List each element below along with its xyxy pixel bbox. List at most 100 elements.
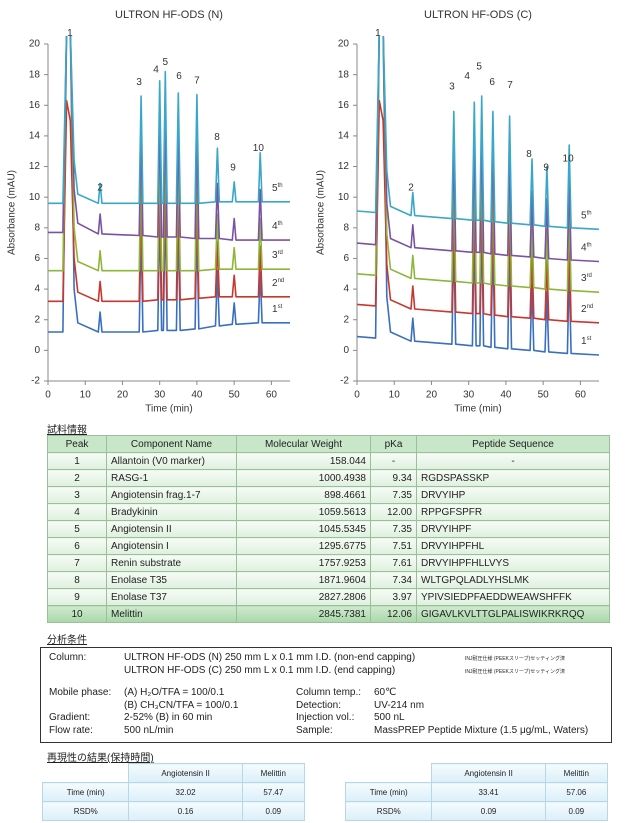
label: Sample: (296, 725, 333, 736)
row-label: Time (min) (344, 782, 433, 802)
table-cell: RGDSPASSKP (416, 469, 610, 487)
chart-title: ULTRON HF-ODS (N) (115, 9, 223, 21)
value: (A) H₂O/TFA = 100/0.1 (124, 687, 225, 698)
table-row: Time (min) 32.02 57.47 (41, 782, 306, 802)
column-header: pKa (370, 435, 417, 453)
table-cell: RASG-1 (106, 469, 237, 487)
column-header: Peptide Sequence (416, 435, 610, 453)
x-tick-label: 10 (80, 390, 92, 401)
blank-cell (346, 764, 432, 783)
y-tick-label: 20 (29, 39, 41, 50)
y-tick-label: 6 (34, 253, 40, 264)
table-cell: 7.35 (370, 520, 417, 538)
value: UV-214 nm (374, 700, 425, 711)
table-cell: 1871.9604 (236, 571, 371, 589)
peak-label: 7 (507, 80, 513, 91)
x-tick-label: 60 (575, 390, 587, 401)
y-tick-label: 18 (29, 69, 41, 80)
table-cell: 12.06 (370, 605, 417, 623)
label: Detection: (296, 700, 342, 711)
table-cell: 4 (47, 503, 107, 521)
table-cell: - (416, 452, 610, 470)
value: 2-52% (B) in 60 min (124, 712, 213, 723)
y-tick-label: 12 (29, 161, 41, 172)
peak-label: 8 (214, 132, 220, 143)
value: 60℃ (374, 687, 397, 698)
column-header: Component Name (106, 435, 237, 453)
table-cell: 0.09 (431, 801, 546, 821)
table-cell: Enolase T35 (106, 571, 237, 589)
value: ULTRON HF-ODS (N) 250 mm L x 0.1 mm I.D.… (124, 652, 416, 663)
table-cell: 7.51 (370, 537, 417, 555)
label: Injection vol.: (296, 712, 355, 723)
peak-label: 7 (194, 75, 200, 86)
table-cell: 0.09 (544, 801, 609, 821)
label: Mobile phase: (49, 687, 112, 698)
trace (357, 36, 599, 356)
table-row: 7 Renin substrate 1757.9253 7.61 DRVYIHPFHLL… (47, 554, 610, 572)
y-tick-label: 8 (34, 222, 40, 233)
trace-label: 4th (581, 242, 592, 253)
table-cell: 1 (47, 452, 107, 470)
x-tick-label: 30 (463, 390, 475, 401)
trace (48, 36, 290, 333)
trace-label: 3rd (581, 273, 592, 284)
table-cell: 1295.6775 (236, 537, 371, 555)
table-row: 8 Enolase T35 1871.9604 7.34 WLTGPQLADLYHSLM… (47, 571, 610, 589)
y-tick-label: 20 (338, 39, 350, 50)
x-tick-label: 50 (538, 390, 550, 401)
peak-label: 6 (176, 71, 182, 82)
charts: ULTRON HF-ODS (N) Absorbance (mAU) Time (m… (7, 9, 599, 415)
table-cell: 898.4661 (236, 486, 371, 504)
table-cell: 0.09 (241, 801, 306, 821)
y-axis-label: Absorbance (mAU) (316, 170, 327, 255)
table-cell: Renin substrate (106, 554, 237, 572)
trace-label: 2nd (272, 277, 284, 288)
table-row: 10 Melittin 2845.7381 12.06 GIGAVLKVLTTGLPAL… (47, 605, 610, 623)
trace-label: 1st (581, 336, 592, 347)
trace-label: 2nd (581, 303, 593, 314)
table-row: RSD% 0.16 0.09 (41, 801, 306, 821)
table-cell: 57.47 (241, 782, 306, 802)
y-tick-label: 18 (338, 69, 350, 80)
chart-title: ULTRON HF-ODS (C) (424, 9, 532, 21)
table-cell: Angiotensin I (106, 537, 237, 555)
x-tick-label: 40 (191, 390, 203, 401)
table-cell: Enolase T37 (106, 588, 237, 606)
table-cell: - (370, 452, 417, 470)
table-cell: 2827.2806 (236, 588, 371, 606)
trace (48, 36, 290, 241)
y-tick-label: 2 (343, 314, 349, 325)
table-cell: DRVYIHPF (416, 520, 610, 538)
row-label: RSD% (344, 801, 433, 821)
table-cell: 32.02 (128, 782, 243, 802)
y-tick-label: 0 (34, 345, 40, 356)
table-cell: 7.35 (370, 486, 417, 504)
table-cell: 2845.7381 (236, 605, 371, 623)
table-cell: 12.00 (370, 503, 417, 521)
label: Gradient: (49, 712, 91, 723)
column-header: Peak (47, 435, 107, 453)
peak-label: 10 (563, 154, 575, 165)
table-cell: 3 (47, 486, 107, 504)
repro-table: Angiotensin II Melittin Time (min) 32.02 57.… (41, 763, 306, 821)
table-cell: 1059.5613 (236, 503, 371, 521)
table-row: 3 Angiotensin frag.1-7 898.4661 7.35 DRVYIHP (47, 486, 610, 504)
peak-label: 3 (449, 82, 455, 93)
table-cell: WLTGPQLADLYHSLMK (416, 571, 610, 589)
note: INJ耐圧仕様 (PEEKスリーブ)セッティング済 (465, 669, 565, 675)
peak-label: 8 (526, 149, 532, 160)
y-axis-label: Absorbance (mAU) (7, 170, 18, 255)
table-cell: 8 (47, 571, 107, 589)
table-cell: Melittin (106, 605, 237, 623)
table-cell: 3.97 (370, 588, 417, 606)
table-cell: YPIVSIEDPFAEDDWEAWSHFFK (416, 588, 610, 606)
trace (48, 36, 290, 205)
y-tick-label: -2 (31, 376, 40, 387)
peak-label: 9 (543, 163, 549, 174)
y-tick-label: -2 (340, 376, 349, 387)
header-row: Peak Component Name Molecular Weight pKa Pep… (47, 435, 610, 453)
label: Column: (49, 652, 87, 663)
peak-label: 9 (230, 163, 236, 174)
